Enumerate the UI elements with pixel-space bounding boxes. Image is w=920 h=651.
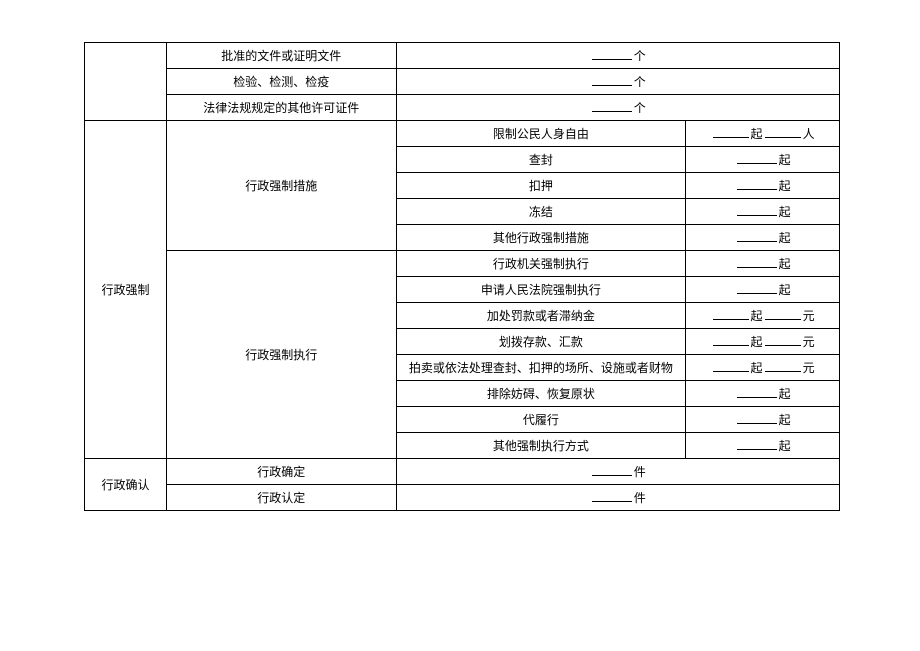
e6: 排除妨碍、恢复原状 bbox=[396, 381, 686, 407]
c2: 行政认定 bbox=[166, 485, 396, 511]
val-inspection: 个 bbox=[396, 69, 839, 95]
admin-table: 批准的文件或证明文件 个 检验、检测、检疫 个 法律法规规定的其他许可证件 个 … bbox=[84, 42, 840, 511]
e2v: 起 bbox=[686, 277, 840, 303]
e4: 划拨存款、汇款 bbox=[396, 329, 686, 355]
m1: 限制公民人身自由 bbox=[396, 121, 686, 147]
e4v: 起元 bbox=[686, 329, 840, 355]
e5v: 起元 bbox=[686, 355, 840, 381]
prev-category-cell bbox=[85, 43, 167, 121]
cell-other-permits: 法律法规规定的其他许可证件 bbox=[166, 95, 396, 121]
m3: 扣押 bbox=[396, 173, 686, 199]
e6v: 起 bbox=[686, 381, 840, 407]
m5: 其他行政强制措施 bbox=[396, 225, 686, 251]
m5v: 起 bbox=[686, 225, 840, 251]
e8v: 起 bbox=[686, 433, 840, 459]
m4v: 起 bbox=[686, 199, 840, 225]
e7v: 起 bbox=[686, 407, 840, 433]
m1v: 起人 bbox=[686, 121, 840, 147]
e5: 拍卖或依法处理查封、扣押的场所、设施或者财物 bbox=[396, 355, 686, 381]
cat-coercion: 行政强制 bbox=[85, 121, 167, 459]
m4: 冻结 bbox=[396, 199, 686, 225]
e3: 加处罚款或者滞纳金 bbox=[396, 303, 686, 329]
cell-inspection: 检验、检测、检疫 bbox=[166, 69, 396, 95]
e8: 其他强制执行方式 bbox=[396, 433, 686, 459]
cell-approval-docs: 批准的文件或证明文件 bbox=[166, 43, 396, 69]
e1v: 起 bbox=[686, 251, 840, 277]
m2v: 起 bbox=[686, 147, 840, 173]
sub-measure: 行政强制措施 bbox=[166, 121, 396, 251]
val-approval-docs: 个 bbox=[396, 43, 839, 69]
m3v: 起 bbox=[686, 173, 840, 199]
e2: 申请人民法院强制执行 bbox=[396, 277, 686, 303]
val-other-permits: 个 bbox=[396, 95, 839, 121]
cat-confirm: 行政确认 bbox=[85, 459, 167, 511]
e1: 行政机关强制执行 bbox=[396, 251, 686, 277]
m2: 查封 bbox=[396, 147, 686, 173]
e3v: 起元 bbox=[686, 303, 840, 329]
c1: 行政确定 bbox=[166, 459, 396, 485]
sub-enforce: 行政强制执行 bbox=[166, 251, 396, 459]
c1v: 件 bbox=[396, 459, 839, 485]
c2v: 件 bbox=[396, 485, 839, 511]
e7: 代履行 bbox=[396, 407, 686, 433]
